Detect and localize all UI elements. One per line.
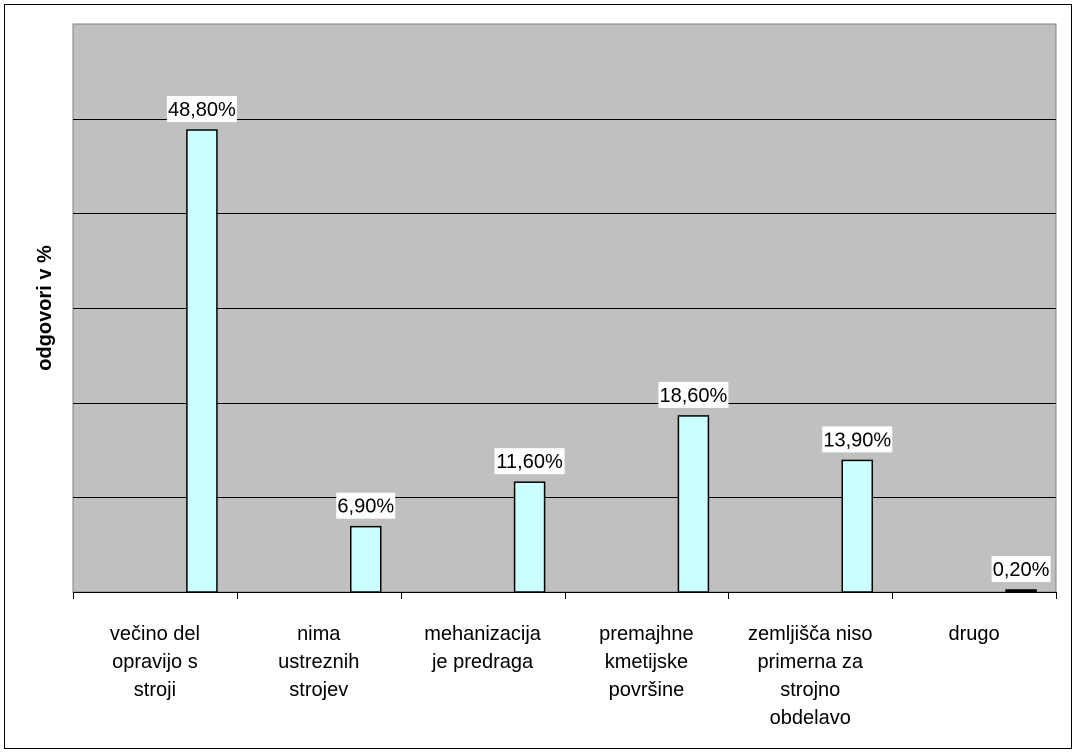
bar — [186, 129, 218, 593]
category-label: večino del — [110, 623, 200, 645]
data-label-bg — [822, 426, 893, 453]
category-label: zemljišča niso — [748, 623, 872, 645]
data-label-bg — [658, 381, 729, 408]
category-label: ustreznih — [278, 651, 359, 673]
data-label-bg — [991, 556, 1051, 582]
category-label: je predraga — [431, 651, 534, 673]
category-label: obdelavo — [770, 707, 851, 729]
data-label-bg — [166, 96, 237, 123]
data-label: 18,60% — [659, 385, 727, 407]
data-label: 0,20% — [993, 559, 1050, 581]
category-label: strojev — [289, 679, 348, 701]
category-label: nima — [297, 623, 341, 645]
data-label: 11,60% — [496, 451, 563, 473]
bar — [350, 525, 382, 593]
data-label: 6,90% — [337, 496, 394, 518]
category-label: stroji — [134, 679, 176, 701]
category-label: opravijo s — [112, 651, 198, 673]
category-label: mehanizacija — [424, 623, 542, 645]
bar — [841, 459, 873, 593]
data-label-bg — [494, 448, 565, 475]
category-label: drugo — [949, 623, 1000, 645]
category-label: kmetijske — [605, 651, 688, 673]
y-axis-label: odgovori v % — [34, 245, 56, 371]
category-label: površine — [609, 679, 685, 701]
axes — [73, 592, 1057, 599]
category-label: primerna za — [757, 651, 863, 673]
bars — [186, 129, 1037, 593]
bar — [677, 415, 710, 593]
data-labels: 48,80% 6,90% 11,60% 18,60% 13,90% 0,20% — [166, 96, 1051, 582]
data-label: 48,80% — [168, 99, 236, 121]
bar — [1005, 589, 1037, 593]
data-label-bg — [336, 492, 396, 519]
category-labels: večino del opravijo s stroji nima ustreznih s… — [110, 623, 1000, 729]
bar — [513, 481, 546, 593]
category-label: premajhne — [599, 623, 694, 645]
category-label: strojno — [780, 679, 840, 701]
data-label: 13,90% — [823, 429, 891, 451]
